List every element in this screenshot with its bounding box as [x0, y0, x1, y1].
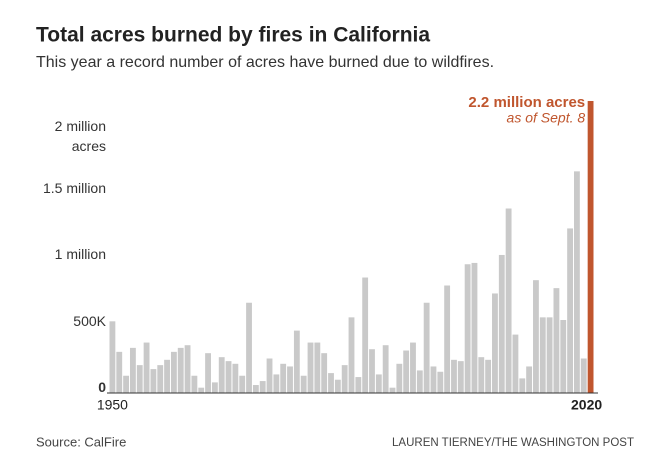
chart-title: Total acres burned by fires in Californi…	[36, 24, 430, 47]
bar	[109, 321, 116, 393]
bar	[191, 375, 198, 393]
bar	[116, 351, 123, 393]
bar	[136, 365, 143, 393]
bar	[232, 363, 239, 393]
y-tick-label: 0	[98, 379, 106, 395]
bar	[211, 382, 218, 393]
bar	[314, 342, 321, 393]
source: Source: CalFire	[36, 434, 126, 449]
bar	[587, 101, 594, 393]
bar	[505, 208, 512, 393]
bar	[560, 320, 567, 393]
bar	[293, 330, 300, 393]
bar	[164, 359, 170, 393]
bar	[410, 342, 416, 393]
bar	[307, 342, 314, 393]
bar	[451, 359, 457, 393]
bar	[259, 381, 266, 393]
bar	[464, 264, 471, 393]
x-tick-label: 2020	[571, 397, 602, 413]
bar	[375, 374, 382, 393]
bar	[184, 345, 191, 393]
bar	[287, 366, 293, 393]
bar	[321, 353, 328, 393]
bar	[471, 262, 478, 393]
bar	[218, 357, 225, 393]
bar	[519, 378, 526, 393]
y-tick-label: 500K	[73, 312, 106, 329]
bar	[341, 365, 348, 393]
bar	[300, 375, 307, 393]
bar	[396, 363, 403, 393]
bar	[355, 377, 362, 393]
bar	[273, 374, 280, 393]
credit: LAUREN TIERNEY/THE WASHINGTON POST	[392, 437, 634, 449]
bar	[430, 366, 437, 393]
bar	[123, 375, 129, 393]
bar	[334, 379, 341, 393]
bar	[239, 375, 246, 393]
y-tick-label: 1.5 million	[42, 179, 106, 196]
bar	[403, 350, 410, 393]
bar	[498, 254, 505, 393]
bar	[177, 347, 184, 393]
bar	[266, 358, 273, 393]
annotation: as of Sept. 8	[507, 110, 586, 126]
bar	[382, 345, 389, 393]
bar	[170, 351, 177, 393]
bar	[553, 288, 560, 393]
bar	[567, 228, 574, 393]
bar	[369, 349, 375, 393]
bar	[533, 280, 539, 393]
bar	[129, 347, 136, 393]
bar	[150, 369, 157, 393]
bar	[143, 342, 150, 393]
bar	[457, 361, 464, 393]
bar	[246, 302, 252, 393]
chart-subtitle: This year a record number of acres have …	[36, 54, 494, 71]
value-label: 2.2 million acres	[468, 94, 585, 111]
bar	[157, 365, 164, 393]
bar	[389, 387, 396, 393]
bar	[416, 370, 423, 393]
bar	[485, 359, 492, 393]
bar	[539, 317, 546, 393]
bar	[205, 353, 211, 393]
x-tick-label: 1950	[97, 397, 128, 413]
bar	[252, 385, 259, 393]
bar	[478, 357, 485, 393]
bar	[423, 302, 430, 393]
bar	[225, 361, 232, 393]
bar	[574, 171, 580, 393]
bar	[512, 334, 519, 393]
bar	[546, 317, 553, 393]
bar	[280, 363, 287, 393]
bar	[437, 371, 444, 393]
y-tick-label: 2 million acres	[54, 117, 106, 154]
bar	[526, 366, 533, 393]
bar	[348, 317, 355, 393]
y-tick-label: 1 million	[54, 246, 106, 263]
bar	[444, 285, 451, 393]
bar	[492, 293, 498, 393]
bar	[328, 373, 334, 393]
bar	[198, 387, 205, 393]
bar	[362, 277, 369, 393]
bar	[580, 358, 587, 393]
